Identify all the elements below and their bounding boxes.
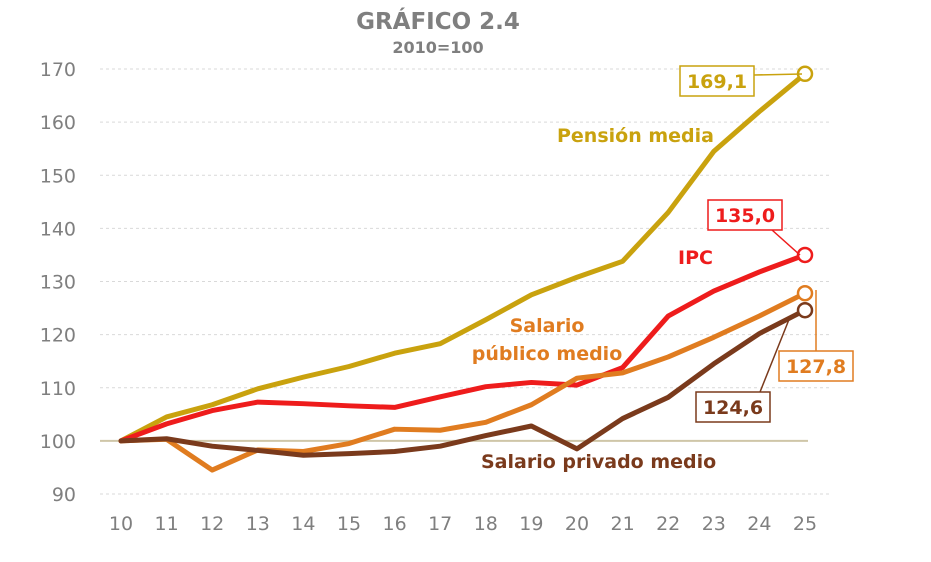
label-ipc: IPC bbox=[678, 247, 713, 269]
x-tick-label-24: 24 bbox=[747, 513, 771, 535]
y-tick-label-130: 130 bbox=[40, 272, 76, 294]
series-endpoint-salario-público-medio bbox=[796, 284, 814, 302]
x-tick-label-18: 18 bbox=[474, 513, 498, 535]
label-salario-publico-line1: Salario bbox=[510, 315, 585, 337]
label-salario-publico-line2: público medio bbox=[472, 343, 623, 365]
y-tick-label-170: 170 bbox=[40, 59, 76, 81]
x-tick-label-19: 19 bbox=[519, 513, 543, 535]
x-tick-label-23: 23 bbox=[702, 513, 726, 535]
chart-title: GRÁFICO 2.4 bbox=[356, 7, 520, 35]
x-tick-label-22: 22 bbox=[656, 513, 680, 535]
series-line-salario-público-medio bbox=[118, 290, 808, 473]
x-tick-label-20: 20 bbox=[565, 513, 589, 535]
callout-value-salario-público-medio: 127,8 bbox=[786, 356, 846, 378]
label-pension-media: Pensión media bbox=[557, 125, 714, 147]
x-tick-label-16: 16 bbox=[383, 513, 407, 535]
y-tick-label-160: 160 bbox=[40, 112, 76, 134]
y-axis-ticks: 90 100 110 120 130 140 150 160 170 bbox=[40, 59, 76, 506]
y-tick-label-90: 90 bbox=[52, 484, 76, 506]
x-tick-label-11: 11 bbox=[155, 513, 179, 535]
x-tick-label-17: 17 bbox=[428, 513, 452, 535]
end-value-callouts: 169,1 135,0 127,8 124,6 bbox=[679, 65, 854, 423]
callout-value-ipc: 135,0 bbox=[715, 205, 775, 227]
label-salario-privado-medio: Salario privado medio bbox=[481, 451, 716, 473]
y-tick-label-110: 110 bbox=[40, 378, 76, 400]
callout-box-salario-privado-medio bbox=[695, 391, 771, 423]
callout-value-pensión-media: 169,1 bbox=[687, 71, 747, 93]
y-tick-label-100: 100 bbox=[40, 431, 76, 453]
series-line-ipc bbox=[118, 252, 808, 444]
callout-box-pensión-media bbox=[679, 65, 755, 97]
chart-subtitle: 2010=100 bbox=[392, 38, 483, 57]
x-tick-label-10: 10 bbox=[109, 513, 133, 535]
series-line-pensión-media bbox=[118, 71, 808, 444]
y-tick-label-150: 150 bbox=[40, 165, 76, 187]
y-tick-label-140: 140 bbox=[40, 218, 76, 240]
callout-leader-pensión-media bbox=[753, 73, 803, 76]
series-lines bbox=[118, 65, 814, 473]
callout-value-salario-privado-medio: 124,6 bbox=[703, 397, 763, 419]
series-endpoint-salario-privado-medio bbox=[796, 301, 814, 319]
series-endpoint-ipc bbox=[796, 246, 814, 264]
callout-box-ipc bbox=[707, 199, 783, 231]
callout-box-salario-público-medio bbox=[778, 350, 854, 382]
series-line-salario-privado-medio bbox=[118, 307, 808, 458]
x-tick-label-25: 25 bbox=[793, 513, 817, 535]
callout-leader-ipc bbox=[771, 229, 801, 256]
x-tick-label-21: 21 bbox=[611, 513, 635, 535]
gridlines bbox=[100, 68, 830, 495]
x-axis-ticks: 10 11 12 13 14 15 16 17 18 19 20 21 22 23 24 25 bbox=[109, 513, 817, 535]
x-tick-label-13: 13 bbox=[246, 513, 270, 535]
x-tick-label-12: 12 bbox=[200, 513, 224, 535]
y-tick-label-120: 120 bbox=[40, 325, 76, 347]
x-tick-label-14: 14 bbox=[291, 513, 315, 535]
x-tick-label-15: 15 bbox=[337, 513, 361, 535]
callout-leader-salario-privado-medio bbox=[759, 316, 791, 393]
